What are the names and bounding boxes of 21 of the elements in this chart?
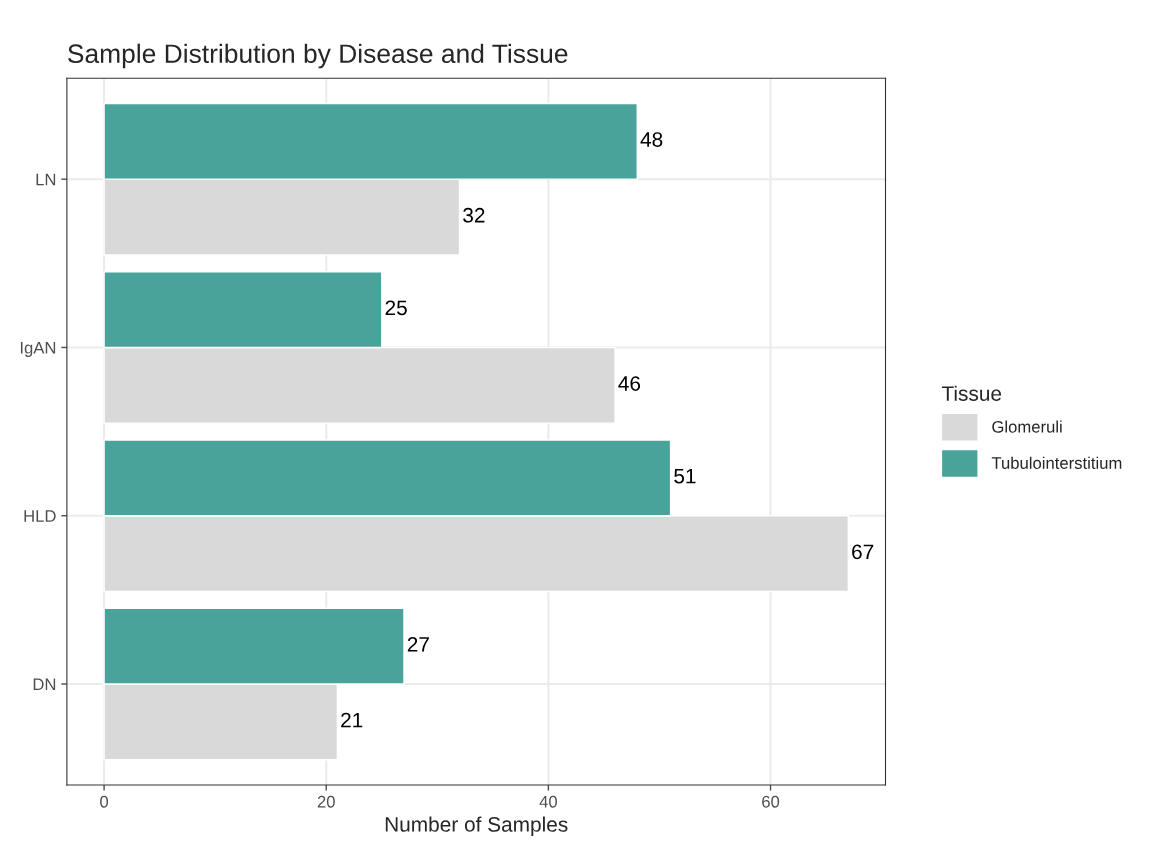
y-tick-label: HLD	[24, 510, 56, 522]
data-label: 67	[852, 544, 874, 560]
y-tick-label: IgAN	[20, 342, 56, 357]
data-label: 25	[385, 300, 407, 316]
x-tick-label: 60	[762, 795, 780, 808]
data-label: 27	[407, 636, 429, 652]
x-tick-label: 20	[317, 795, 335, 808]
data-label: 32	[463, 207, 485, 223]
x-tick-label: 0	[100, 795, 109, 808]
legend-title: Tissue	[941, 385, 1002, 401]
data-label: 48	[640, 132, 663, 147]
data-label: 21	[341, 712, 363, 728]
data-label: 51	[674, 468, 696, 484]
legend-label: Glomeruli	[992, 420, 1062, 433]
x-axis-title: Number of Samples	[385, 816, 568, 836]
data-label: 46	[618, 376, 641, 391]
legend-label: Tubulointerstitium	[991, 456, 1122, 469]
x-tick-label: 40	[539, 795, 558, 808]
chart-title: Sample Distribution by Disease and Tissue	[68, 43, 568, 69]
y-tick-label: LN	[36, 173, 56, 186]
y-tick-label: DN	[33, 678, 56, 691]
